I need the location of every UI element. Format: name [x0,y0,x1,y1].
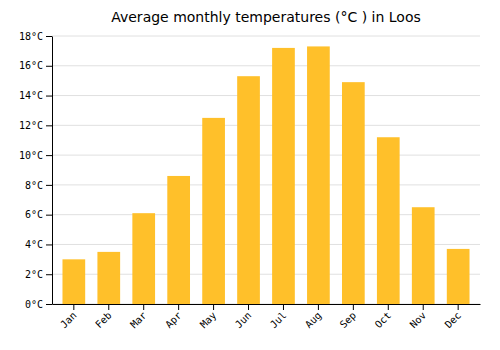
tick-label: Sep [338,310,359,331]
tick-mark [353,304,354,310]
tick-label: 8°C [25,180,43,191]
bar [377,137,400,304]
bar [202,118,225,304]
axis-line [52,37,53,305]
tick-label: Jun [233,310,254,331]
grid-line [52,184,480,185]
tick-label: 4°C [25,239,43,250]
tick-mark [108,304,109,310]
tick: Dec [443,304,464,330]
tick-label: Nov [408,310,429,331]
tick: Aug [303,304,324,330]
tick-label: 16°C [19,60,43,71]
tick: 8°C [25,180,52,191]
bar [272,48,295,304]
tick: Nov [408,304,429,330]
tick-label: Feb [93,310,114,331]
tick-mark [46,155,52,156]
grid-line [52,65,480,66]
tick-label: Jan [58,310,79,331]
tick-label: 6°C [25,209,43,220]
plot: 0°C 2°C 4°C 6°C 8°C 10°C 12°C 14°C 16°C 18°C Jan Fe… [19,31,481,331]
tick-mark [46,66,52,67]
tick-mark [318,304,319,310]
tick: Jun [233,304,254,330]
bar [132,213,155,304]
tick: May [198,304,219,330]
tick: Feb [93,304,114,330]
tick: Sep [338,304,359,330]
tick-label: Apr [163,310,184,331]
axis-line [53,304,481,305]
tick-mark [46,215,52,216]
tick-mark [46,125,52,126]
bar [307,46,330,304]
tick: Mar [128,304,149,330]
tick: 12°C [19,120,52,131]
tick-mark [143,304,144,310]
tick: 6°C [25,209,52,220]
tick-label: 14°C [19,90,43,101]
tick: 10°C [19,150,52,161]
tick-mark [423,304,424,310]
grid-line [52,36,480,37]
tick-mark [46,36,52,37]
tick: 16°C [19,60,52,71]
grid [52,36,480,304]
tick: Jan [58,304,79,330]
tick: Oct [373,304,394,330]
tick-mark [46,274,52,275]
tick-mark [46,96,52,97]
grid-line [52,155,480,156]
tick-mark [283,304,284,310]
tick: 14°C [19,90,52,101]
bar [237,76,260,304]
x-axis: Jan Feb Mar Apr May Jun Jul Aug Sep Oct Nov Dec [53,304,481,330]
tick-label: 2°C [25,269,43,280]
tick-mark [248,304,249,310]
tick-label: Dec [443,310,464,331]
y-axis: 0°C 2°C 4°C 6°C 8°C 10°C 12°C 14°C 16°C 18°C [19,31,53,310]
bar [167,176,190,304]
tick: 2°C [25,269,52,280]
chart: 0°C 2°C 4°C 6°C 8°C 10°C 12°C 14°C 16°C 18°C Jan Fe… [0,0,500,350]
tick-mark [46,304,52,305]
bar [412,207,435,304]
title: Average monthly temperatures (°C ) in Lo… [111,9,421,25]
tick: Apr [163,304,184,330]
tick: 4°C [25,239,52,250]
bar [342,82,365,304]
tick-mark [178,304,179,310]
tick-label: Jul [268,310,289,331]
tick: 18°C [19,31,52,42]
tick-mark [213,304,214,310]
bar [62,259,85,304]
tick-label: 10°C [19,150,43,161]
tick-label: 18°C [19,31,43,42]
tick-mark [46,244,52,245]
tick-label: Oct [373,310,394,331]
tick-mark [46,185,52,186]
tick: Jul [268,304,289,330]
tick-label: 0°C [25,299,43,310]
tick: 0°C [25,299,52,310]
bar [97,252,120,304]
tick-label: 12°C [19,120,43,131]
bar [447,249,470,304]
grid-line [52,125,480,126]
tick-label: May [198,310,219,331]
grid-line [52,95,480,96]
tick-mark [73,304,74,310]
tick-label: Mar [128,310,149,331]
tick-mark [388,304,389,310]
bars [62,46,469,304]
tick-label: Aug [303,310,324,331]
tick-mark [458,304,459,310]
